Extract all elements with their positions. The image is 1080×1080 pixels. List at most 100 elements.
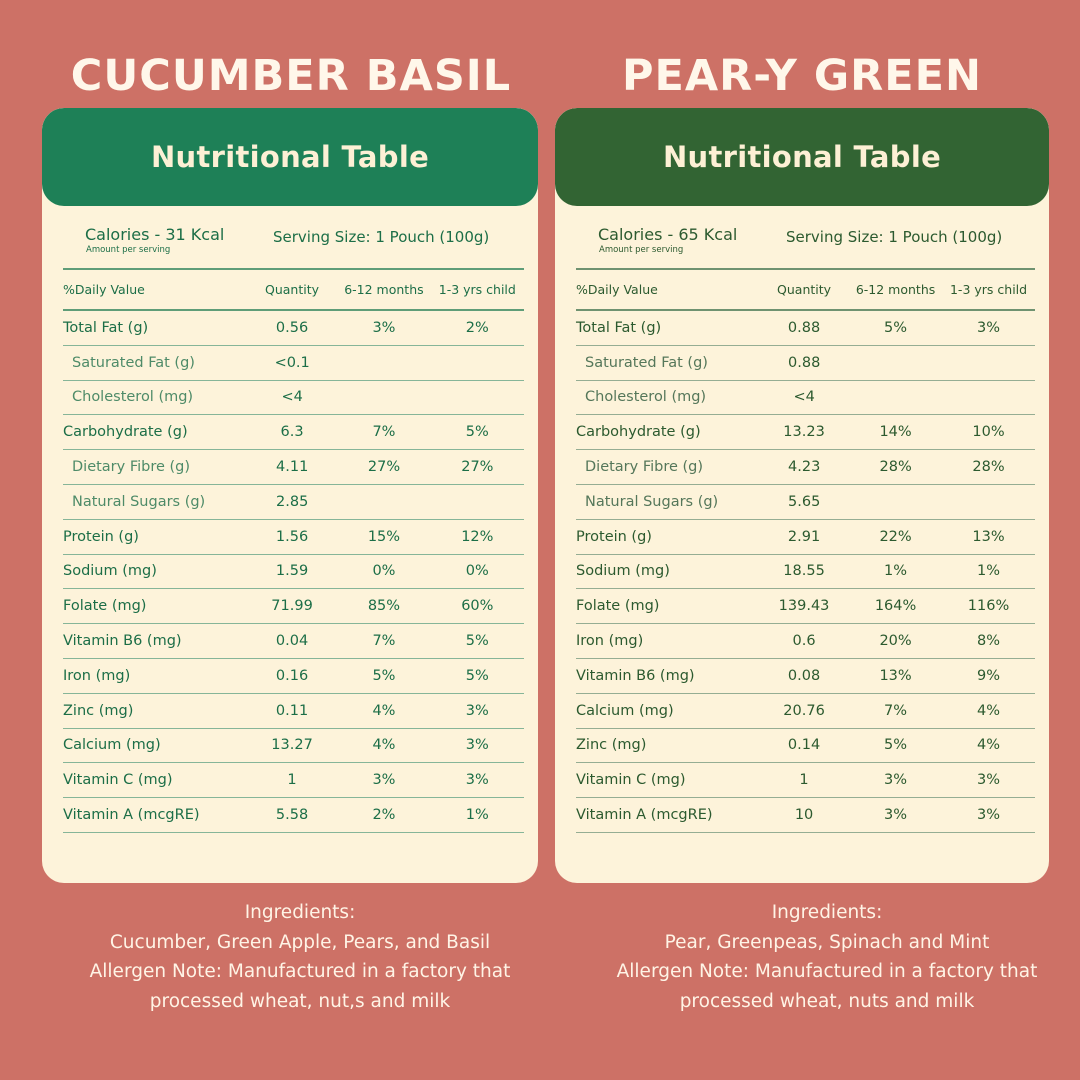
nutrition-table: Calories - 65 Kcal Amount per serving Se… [576,220,1035,833]
table-row: Protein (g) 1.56 15% 12% [63,520,524,555]
infant-dv-cell: 13% [879,667,912,684]
child-dv-cell: 0% [465,563,489,580]
quantity-cell: 1.59 [275,563,309,580]
child-dv-cell: 5% [465,424,489,441]
child-dv-cell: 5% [465,633,489,650]
child-dv-cell: 3% [977,807,1001,824]
table-row: Saturated Fat (g) <0.1 [63,346,524,381]
nutrient-name: Carbohydrate (g) [576,424,701,441]
quantity-cell: 13.23 [783,424,825,441]
quantity-cell: 139.43 [778,598,830,615]
ingredients-heading: Ingredients: [771,902,883,923]
calories-block: Calories - 31 Kcal Amount per serving [63,220,273,256]
ingredients-heading: Ingredients: [244,902,356,923]
child-dv-cell: 5% [465,667,489,684]
table-body: Total Fat (g) 0.56 3% 2% Saturated Fat (g) <0… [63,311,524,833]
child-dv-cell: 4% [977,702,1001,719]
nutrient-name: Natural Sugars (g) [72,493,206,510]
table-row: Folate (mg) 71.99 85% 60% [63,589,524,625]
nutrient-name: Dietary Fibre (g) [72,459,191,476]
nutrient-name: Vitamin A (mcgRE) [576,807,713,824]
nutrient-name: Total Fat (g) [63,319,149,336]
quantity-cell: 0.04 [275,633,309,650]
infant-dv-cell: 1% [884,563,908,580]
infant-dv-cell: 2% [372,807,396,824]
infant-dv-cell: 14% [879,424,912,441]
nutrient-name: Iron (mg) [63,667,131,684]
table-row: Cholesterol (mg) <4 [576,381,1035,416]
nutrient-name: Calcium (mg) [576,702,674,719]
child-dv-cell: 12% [461,528,494,545]
quantity-cell: 71.99 [271,598,313,615]
table-row: Natural Sugars (g) 2.85 [63,485,524,520]
table-row: Carbohydrate (g) 13.23 14% 10% [576,415,1035,451]
infant-dv-cell: 5% [884,319,908,336]
table-row: Dietary Fibre (g) 4.23 28% 28% [576,450,1035,485]
serving-size: Serving Size: 1 Pouch (100g) [273,228,490,246]
column-header-1-3-yrs: 1-3 yrs child [949,282,1028,297]
infant-dv-cell: 20% [879,633,912,650]
nutrient-name: Calcium (mg) [63,737,161,754]
nutrient-name: Zinc (mg) [576,737,647,754]
nutrient-name: Natural Sugars (g) [585,493,719,510]
child-dv-cell: 9% [977,667,1001,684]
calories-label: Calories - 31 Kcal [85,225,225,244]
infant-dv-cell: 7% [372,633,396,650]
child-dv-cell: 3% [977,319,1001,336]
infant-dv-cell: 7% [372,424,396,441]
nutrition-card-cucumber-basil: Nutritional Table Calories - 31 Kcal Amo… [42,108,538,883]
calories-label: Calories - 65 Kcal [598,225,738,244]
serving-size: Serving Size: 1 Pouch (100g) [786,228,1003,246]
quantity-cell: 1 [287,772,297,789]
child-dv-cell: 116% [967,598,1010,615]
table-row: Vitamin C (mg) 1 3% 3% [63,763,524,799]
nutrition-table: Calories - 31 Kcal Amount per serving Se… [63,220,524,833]
child-dv-cell: 3% [465,772,489,789]
infant-dv-cell: 15% [367,528,401,545]
table-row: Iron (mg) 0.6 20% 8% [576,624,1035,659]
column-header-quantity: Quantity [265,282,320,297]
calories-block: Calories - 65 Kcal Amount per serving [576,220,786,256]
infant-dv-cell: 3% [372,772,396,789]
nutrient-name: Vitamin C (mg) [63,772,173,789]
nutrient-name: Folate (mg) [576,598,660,615]
nutrient-name: Cholesterol (mg) [585,389,707,406]
infant-dv-cell: 4% [372,737,396,754]
table-row: Total Fat (g) 0.88 5% 3% [576,311,1035,346]
table-row: Vitamin B6 (mg) 0.04 7% 5% [63,624,524,659]
card-header: Nutritional Table [42,108,538,206]
nutrient-name: Sodium (mg) [63,563,157,580]
child-dv-cell: 8% [977,633,1001,650]
nutrient-name: Saturated Fat (g) [585,354,708,371]
quantity-cell: <0.1 [274,354,310,371]
infant-dv-cell: 164% [874,598,917,615]
ingredients-block-cucumber-basil: Ingredients: Cucumber, Green Apple, Pear… [30,898,570,1016]
quantity-cell: 0.11 [275,702,309,719]
table-row: Zinc (mg) 0.14 5% 4% [576,729,1035,764]
table-row: Iron (mg) 0.16 5% 5% [63,659,524,694]
nutrient-name: Vitamin B6 (mg) [63,633,182,650]
infant-dv-cell: 27% [367,459,401,476]
table-row: Sodium (mg) 18.55 1% 1% [576,555,1035,590]
nutrient-name: Vitamin B6 (mg) [576,667,695,684]
amount-per-serving: Amount per serving [86,245,171,255]
quantity-cell: 1 [799,772,809,789]
quantity-cell: 13.27 [271,737,313,754]
table-row: Vitamin B6 (mg) 0.08 13% 9% [576,659,1035,694]
nutrient-name: Zinc (mg) [63,702,134,719]
nutrient-name: Total Fat (g) [576,319,662,336]
infant-dv-cell: 0% [372,563,396,580]
quantity-cell: 5.58 [275,807,309,824]
column-header-1-3-yrs: 1-3 yrs child [438,282,516,297]
quantity-cell: 5.65 [788,493,821,510]
allergen-note-line2: processed wheat, nut,s and milk [149,990,451,1012]
allergen-note-line2: processed wheat, nuts and milk [679,990,975,1012]
quantity-cell: 2.85 [276,493,309,510]
nutrient-name: Protein (g) [576,528,652,545]
infant-dv-cell: 85% [367,598,401,615]
quantity-cell: 18.55 [783,563,825,580]
column-header-daily-value: %Daily Value [576,282,658,297]
ingredients-block-pear-y-green: Ingredients: Pear, Greenpeas, Spinach an… [562,898,1080,1016]
quantity-cell: 0.6 [792,633,816,650]
child-dv-cell: 3% [977,772,1001,789]
